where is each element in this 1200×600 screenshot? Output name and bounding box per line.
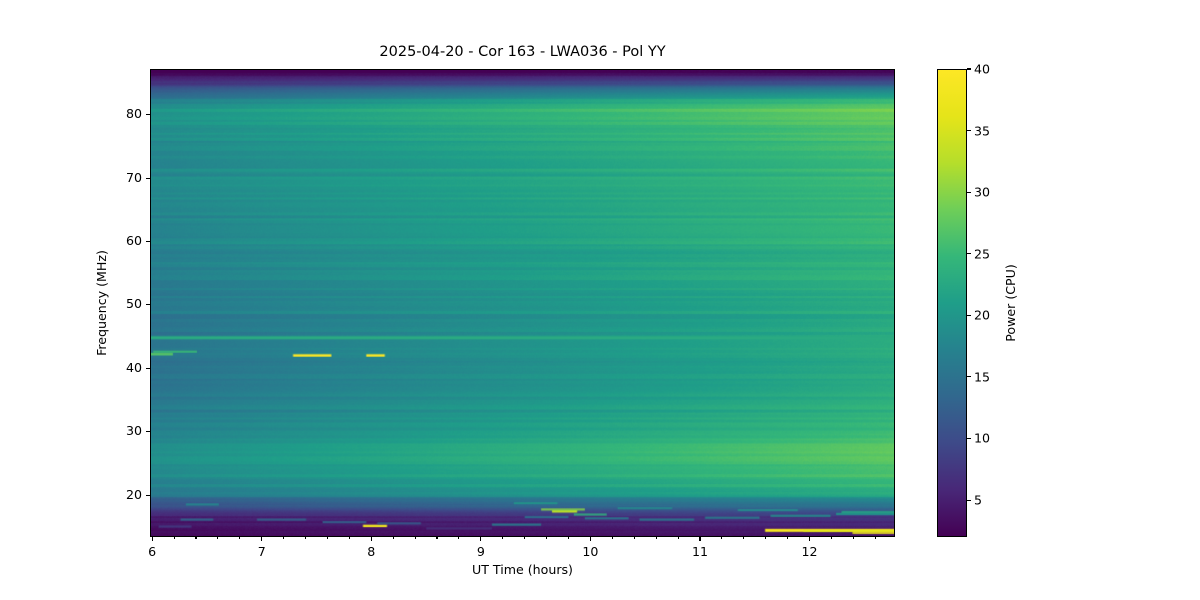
y-tick-mark xyxy=(145,240,150,243)
x-tick-minor xyxy=(611,537,613,540)
x-tick-mark xyxy=(699,537,701,542)
colorbar-tick-label: 35 xyxy=(974,123,991,139)
y-tick-mark xyxy=(145,431,150,433)
y-tick-label: 40 xyxy=(125,359,142,375)
colorbar-tick-label: 40 xyxy=(974,61,991,77)
x-tick-minor xyxy=(283,537,285,540)
x-tick-label: 6 xyxy=(148,544,157,559)
spectrogram-axes[interactable] xyxy=(150,69,895,537)
x-tick-minor xyxy=(787,537,789,540)
x-tick-label: 8 xyxy=(367,544,376,559)
x-axis: 6 7 8 9 10 11 12 xyxy=(0,537,1200,567)
y-tick-label: 80 xyxy=(125,106,142,122)
x-tick-label: 11 xyxy=(691,544,708,559)
spectrogram-heatmap xyxy=(151,70,894,536)
colorbar[interactable] xyxy=(937,69,967,537)
colorbar-tick-mark xyxy=(967,68,972,70)
x-tick-minor xyxy=(677,537,679,540)
y-tick-mark xyxy=(145,304,150,306)
x-tick-minor xyxy=(830,537,832,540)
x-tick-label: 7 xyxy=(257,544,266,559)
colorbar-tick-mark xyxy=(967,314,972,316)
x-tick-minor xyxy=(348,537,350,540)
x-tick-minor xyxy=(239,537,241,540)
x-tick-mark xyxy=(589,537,591,542)
y-tick-label: 30 xyxy=(125,423,142,439)
colorbar-tick-label: 10 xyxy=(974,430,991,446)
colorbar-tick-mark xyxy=(967,130,972,132)
x-tick-minor xyxy=(546,537,548,540)
x-tick-minor xyxy=(414,537,416,540)
x-tick-minor xyxy=(721,537,723,540)
x-tick-mark xyxy=(808,537,811,542)
colorbar-tick-label: 25 xyxy=(974,246,991,262)
y-tick-mark xyxy=(145,114,150,116)
colorbar-axis: 5 10 15 20 25 30 35 40 xyxy=(967,62,1047,537)
x-tick-minor xyxy=(852,537,854,540)
x-tick-minor xyxy=(392,537,394,540)
x-tick-label: 9 xyxy=(476,544,485,559)
y-tick-label: 70 xyxy=(125,169,142,185)
x-tick-mark xyxy=(480,537,482,542)
y-tick-mark xyxy=(145,367,150,369)
x-tick-minor xyxy=(458,537,460,540)
colorbar-tick-label: 5 xyxy=(974,492,983,508)
colorbar-gradient xyxy=(938,70,966,536)
x-tick-minor xyxy=(305,537,307,540)
y-tick-mark xyxy=(145,177,150,179)
colorbar-label: Power (CPU) xyxy=(1003,264,1018,342)
colorbar-tick-mark xyxy=(967,499,972,501)
x-tick-mark xyxy=(370,537,372,542)
y-axis-label: Frequency (MHz) xyxy=(94,250,109,356)
x-tick-minor xyxy=(524,537,526,540)
colorbar-tick-mark xyxy=(967,437,972,440)
y-tick-label: 50 xyxy=(125,296,142,312)
x-tick-minor xyxy=(743,537,745,540)
colorbar-tick-label: 20 xyxy=(974,307,991,323)
x-axis-label: UT Time (hours) xyxy=(472,562,573,577)
x-tick-minor xyxy=(765,537,767,540)
x-tick-minor xyxy=(633,537,635,540)
x-tick-mark xyxy=(261,537,263,542)
x-tick-minor xyxy=(502,537,504,540)
colorbar-tick-mark xyxy=(967,191,972,193)
x-tick-mark xyxy=(151,537,153,542)
x-tick-minor xyxy=(655,537,657,540)
x-tick-minor xyxy=(567,537,570,540)
page-title: 2025-04-20 - Cor 163 - LWA036 - Pol YY xyxy=(379,44,666,60)
x-tick-label: 12 xyxy=(801,544,818,559)
colorbar-tick-label: 15 xyxy=(974,369,991,385)
x-tick-minor xyxy=(436,537,438,540)
x-tick-label: 10 xyxy=(582,544,599,559)
x-tick-minor xyxy=(874,537,876,540)
colorbar-tick-label: 30 xyxy=(974,184,991,200)
y-tick-mark xyxy=(145,494,150,496)
x-tick-minor xyxy=(173,537,175,540)
x-tick-minor xyxy=(217,537,219,540)
y-tick-label: 20 xyxy=(125,486,142,502)
colorbar-tick-mark xyxy=(967,253,972,255)
y-tick-label: 60 xyxy=(125,232,142,248)
x-tick-minor xyxy=(195,537,197,540)
x-tick-minor xyxy=(326,537,329,540)
colorbar-tick-mark xyxy=(967,376,972,378)
